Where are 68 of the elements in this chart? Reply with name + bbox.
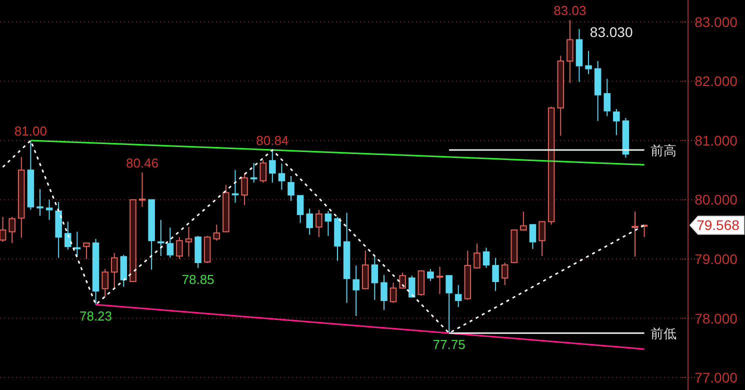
candlestick	[241, 172, 248, 206]
candlestick	[324, 210, 332, 236]
candlestick	[566, 20, 574, 84]
y-tick-label: 83.000	[694, 14, 738, 30]
annotation: 83.03	[554, 3, 586, 18]
y-tick-label: 81.000	[694, 132, 738, 148]
candlestick	[632, 211, 638, 258]
candlestick	[269, 149, 276, 184]
candlestick	[316, 209, 322, 238]
candlestick	[352, 265, 360, 316]
candlestick	[110, 252, 118, 289]
candlestick	[64, 221, 72, 250]
candlestick	[166, 227, 174, 258]
candlestick	[371, 256, 378, 300]
candlestick	[418, 270, 425, 296]
candlestick	[213, 224, 220, 242]
candlestick	[454, 284, 462, 308]
annotation: 77.75	[432, 337, 466, 352]
candlestick	[446, 275, 452, 334]
candlestick	[46, 199, 53, 220]
candlestick	[436, 266, 444, 294]
candlestick	[501, 262, 508, 286]
candlestick	[380, 274, 388, 310]
candlestick	[296, 195, 304, 224]
candlestick	[157, 219, 164, 257]
annotation: 83.030	[590, 24, 633, 40]
y-tick-label: 77.000	[694, 370, 738, 386]
candlestick	[613, 108, 620, 136]
candlestick	[8, 216, 16, 244]
candlestick	[138, 172, 146, 208]
candlestick	[362, 250, 369, 290]
y-tick-label: 80.000	[694, 192, 738, 208]
candlestick	[260, 160, 266, 184]
candlestick	[232, 170, 239, 204]
candlestick	[482, 247, 490, 268]
candlestick	[0, 216, 6, 242]
candlestick	[538, 221, 546, 257]
candlestick	[288, 176, 294, 202]
candlestick	[492, 257, 499, 292]
series-label: 前高	[650, 142, 676, 158]
annotation: 81.00	[14, 123, 47, 138]
candlestick	[604, 78, 610, 117]
candlestick	[74, 231, 81, 258]
candlestick	[102, 268, 108, 298]
candlestick	[427, 268, 434, 282]
candlestick	[278, 163, 286, 190]
annotation: 80.46	[126, 155, 159, 170]
candlestick	[390, 282, 397, 304]
annotation: 78.85	[182, 272, 214, 287]
candlestick	[176, 236, 183, 260]
text: 79.568	[696, 217, 740, 234]
candlestick	[120, 254, 128, 288]
annotation: 78.23	[79, 308, 112, 324]
candlestick	[306, 208, 313, 236]
candlestick	[408, 275, 416, 298]
series-label: 前低	[650, 326, 676, 342]
y-tick-label: 82.000	[694, 73, 738, 90]
candlestick	[529, 224, 536, 250]
candlestick	[250, 162, 258, 184]
candlestick	[474, 243, 480, 269]
candlestick	[185, 226, 192, 258]
y-tick-label: 79.000	[694, 251, 738, 268]
candlestick	[83, 242, 90, 260]
candlestick	[36, 188, 44, 216]
candlestick	[520, 211, 527, 230]
y-tick-label: 78.000	[694, 310, 738, 326]
annotation: 80.84	[256, 132, 289, 148]
candlestick	[585, 50, 592, 75]
